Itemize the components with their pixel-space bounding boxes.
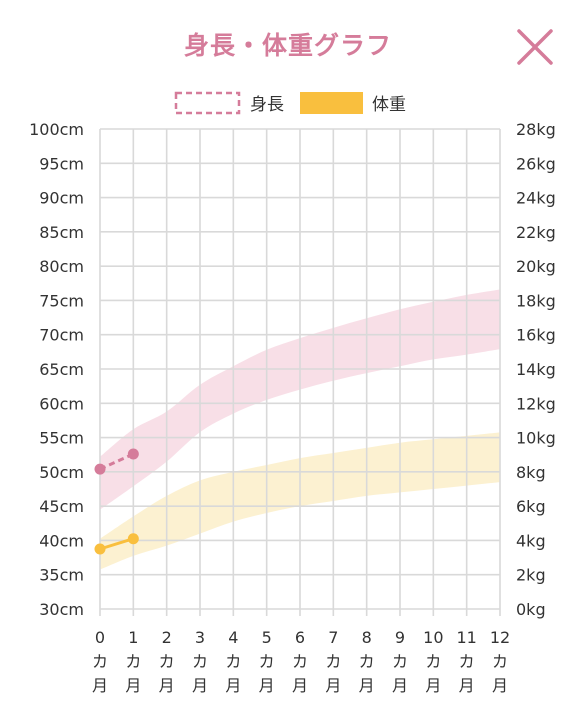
- x-tick-unit: カ: [359, 652, 375, 671]
- x-tick-unit: 月: [259, 676, 275, 695]
- legend-height-swatch: [174, 91, 241, 115]
- right-tick-label: 6kg: [516, 497, 546, 516]
- x-tick-unit: 月: [425, 676, 441, 695]
- x-tick-label: 0: [95, 628, 105, 647]
- weight-data-point: [94, 543, 106, 555]
- right-tick-label: 12kg: [516, 394, 556, 413]
- x-tick-unit: カ: [259, 652, 275, 671]
- x-tick-label: 7: [328, 628, 338, 647]
- x-tick-unit: カ: [459, 652, 475, 671]
- legend-weight-swatch: [300, 92, 363, 114]
- right-tick-label: 26kg: [516, 154, 556, 173]
- x-tick-unit: カ: [325, 652, 341, 671]
- right-tick-label: 8kg: [516, 463, 546, 482]
- right-tick-label: 14kg: [516, 360, 556, 379]
- right-tick-label: 24kg: [516, 189, 556, 208]
- x-tick-label: 1: [128, 628, 138, 647]
- left-tick-label: 35cm: [39, 566, 84, 585]
- right-tick-label: 16kg: [516, 326, 556, 345]
- x-tick-unit: カ: [392, 652, 408, 671]
- x-tick-unit: 月: [392, 676, 408, 695]
- legend: 身長 体重: [174, 91, 406, 115]
- height-data-point: [94, 463, 106, 475]
- right-tick-label: 0kg: [516, 600, 546, 619]
- x-tick-label: 5: [262, 628, 272, 647]
- x-tick-unit: カ: [92, 652, 108, 671]
- x-tick-unit: 月: [159, 676, 175, 695]
- x-tick-label: 4: [228, 628, 238, 647]
- x-tick-unit: 月: [325, 676, 341, 695]
- x-tick-unit: 月: [92, 676, 108, 695]
- left-tick-label: 45cm: [39, 497, 84, 516]
- close-icon[interactable]: [514, 26, 556, 68]
- left-tick-label: 50cm: [39, 463, 84, 482]
- x-tick-unit: カ: [492, 652, 508, 671]
- x-tick-unit: 月: [459, 676, 475, 695]
- x-tick-unit: 月: [225, 676, 241, 695]
- x-tick-label: 3: [195, 628, 205, 647]
- left-tick-label: 65cm: [39, 360, 84, 379]
- x-tick-unit: 月: [125, 676, 141, 695]
- x-tick-unit: カ: [159, 652, 175, 671]
- left-tick-label: 90cm: [39, 189, 84, 208]
- x-tick-unit: 月: [292, 676, 308, 695]
- left-tick-label: 85cm: [39, 223, 84, 242]
- x-tick-unit: カ: [225, 652, 241, 671]
- left-tick-label: 40cm: [39, 531, 84, 550]
- x-tick-unit: カ: [425, 652, 441, 671]
- x-tick-label: 11: [456, 628, 476, 647]
- x-tick-label: 10: [423, 628, 443, 647]
- x-tick-unit: カ: [192, 652, 208, 671]
- legend-weight-label: 体重: [372, 95, 406, 115]
- x-tick-label: 2: [162, 628, 172, 647]
- x-tick-unit: 月: [192, 676, 208, 695]
- x-tick-label: 9: [395, 628, 405, 647]
- right-tick-label: 4kg: [516, 531, 546, 550]
- weight-data-point: [127, 533, 139, 545]
- x-tick-unit: カ: [292, 652, 308, 671]
- right-tick-label: 18kg: [516, 291, 556, 310]
- right-tick-label: 10kg: [516, 429, 556, 448]
- left-tick-label: 75cm: [39, 291, 84, 310]
- left-tick-label: 60cm: [39, 394, 84, 413]
- left-tick-label: 55cm: [39, 429, 84, 448]
- left-tick-label: 30cm: [39, 600, 84, 619]
- x-tick-unit: 月: [492, 676, 508, 695]
- right-tick-label: 20kg: [516, 257, 556, 276]
- right-tick-label: 22kg: [516, 223, 556, 242]
- x-tick-label: 6: [295, 628, 305, 647]
- left-tick-label: 95cm: [39, 154, 84, 173]
- page-title: 身長・体重グラフ: [183, 31, 392, 60]
- height-data-point: [127, 448, 139, 460]
- height-series-line: [99, 452, 134, 471]
- left-tick-label: 70cm: [39, 326, 84, 345]
- weight-series-line: [99, 537, 134, 551]
- left-tick-label: 100cm: [29, 120, 84, 139]
- x-tick-label: 8: [362, 628, 372, 647]
- x-tick-label: 12: [490, 628, 510, 647]
- right-tick-label: 28kg: [516, 120, 556, 139]
- right-tick-label: 2kg: [516, 566, 546, 585]
- x-tick-unit: 月: [359, 676, 375, 695]
- legend-height-label: 身長: [250, 95, 284, 115]
- left-tick-label: 80cm: [39, 257, 84, 276]
- x-tick-unit: カ: [125, 652, 141, 671]
